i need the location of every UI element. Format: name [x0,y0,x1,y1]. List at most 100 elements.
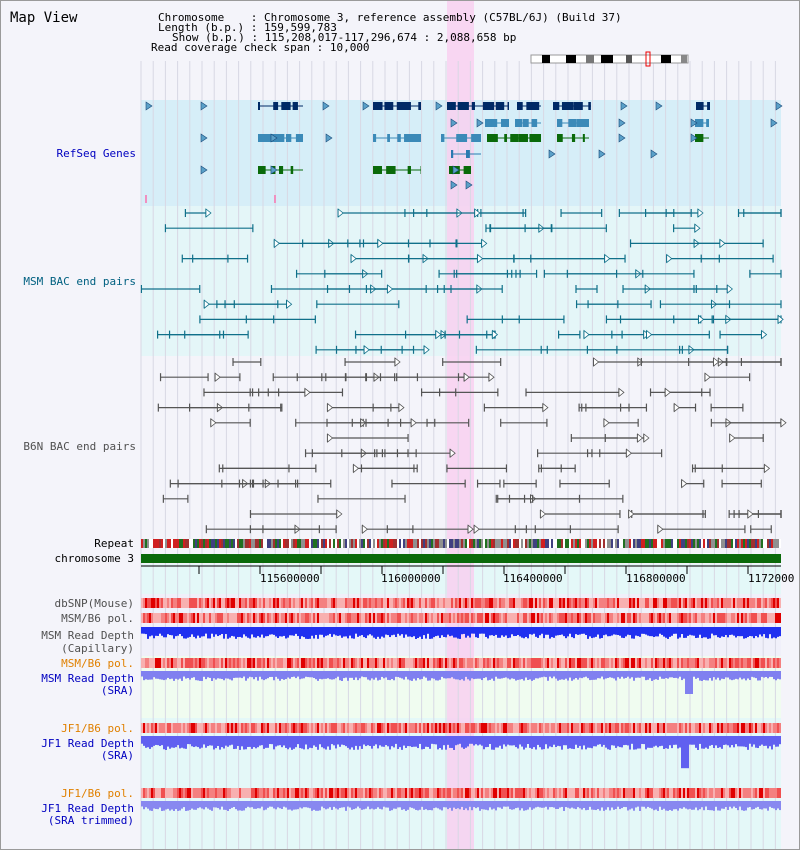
polymorphism-mark [595,658,597,668]
polymorphism-mark [611,613,613,623]
coverage-info: Read coverage check span : 10,000 [151,42,370,53]
polymorphism-mark [207,723,209,733]
polymorphism-mark [689,723,691,733]
polymorphism-mark [633,788,635,798]
read-depth-bar [283,736,285,746]
read-depth-bar [241,736,243,747]
polymorphism-mark [311,658,313,668]
polymorphism-mark [587,723,589,733]
read-depth-bar [221,627,223,634]
msm-depth-sra-label[interactable]: MSM Read Depth [41,672,134,685]
polymorphism-mark [197,598,199,608]
show-key: Show (b.p.) [172,31,245,44]
read-depth-bar [695,627,697,639]
polymorphism-mark [167,613,169,623]
polymorphism-mark [751,598,753,608]
read-depth-bar [659,801,661,807]
bac-end-arrow [704,372,711,383]
read-depth-bar [701,736,703,749]
polymorphism-mark [287,613,289,623]
read-depth-bar [479,627,481,634]
polymorphism-mark [393,613,395,623]
read-depth-bar [665,801,667,811]
polymorphism-mark [719,658,721,668]
read-depth-bar [431,627,433,639]
read-depth-bar [493,627,495,636]
polymorphism-mark [197,613,199,623]
polymorphism-mark [675,788,677,798]
polymorphism-mark [647,788,649,798]
polymorphism-mark [661,658,663,668]
polymorphism-mark [379,658,381,668]
polymorphism-mark [257,723,259,733]
polymorphism-mark [459,723,461,733]
polymorphism-mark [195,598,197,608]
polymorphism-mark [279,658,281,668]
chromosome-label[interactable]: chromosome 3 [54,552,134,565]
bac-end-arrow [618,387,625,398]
read-depth-bar [379,736,381,746]
polymorphism-mark [293,723,295,733]
polymorphism-mark [507,788,509,798]
repeat-mark [485,539,487,548]
repeat-mark [473,539,475,548]
jf1-depth-sra-label[interactable]: JF1 Read Depth [41,737,134,750]
polymorphism-mark [625,658,627,668]
polymorphism-mark [341,723,343,733]
read-depth-bar [435,736,437,745]
read-depth-bar [253,736,255,748]
length-value: : 159,599,783 [250,21,337,34]
polymorphism-mark [323,613,325,623]
msm-b6-pol-2-label[interactable]: MSM/B6 pol. [61,657,134,670]
read-depth-bar [265,736,267,748]
read-depth-bar [285,736,287,748]
read-depth-bar [353,736,355,750]
polymorphism-mark [411,788,413,798]
read-depth-bar [141,736,143,744]
b6n-bac-label[interactable]: B6N BAC end pairs [23,440,136,453]
polymorphism-mark [623,613,625,623]
polymorphism-mark [499,723,501,733]
polymorphism-mark [727,723,729,733]
msm-bac-label[interactable]: MSM BAC end pairs [23,275,136,288]
read-depth-bar [491,801,493,810]
msm-b6-pol-label[interactable]: MSM/B6 pol. [61,612,134,625]
read-depth-bar [259,801,261,809]
selection-highlight[interactable] [447,1,474,849]
repeat-mark [423,539,425,548]
dbsnp-label[interactable]: dbSNP(Mouse) [54,597,134,610]
polymorphism-mark [557,658,559,668]
polymorphism-mark [241,598,243,608]
polymorphism-mark [375,613,377,623]
read-depth-bar [563,736,565,746]
polymorphism-mark [259,613,261,623]
polymorphism-mark [551,723,553,733]
polymorphism-mark [445,658,447,668]
read-depth-bar [359,801,361,809]
refseq-genes-label[interactable]: RefSeq Genes [56,147,136,160]
polymorphism-mark [473,658,475,668]
read-depth-bar [749,671,751,681]
read-depth-bar [201,736,203,748]
polymorphism-mark [539,658,541,668]
read-depth-bar [435,801,437,808]
jf1-b6-pol-2-label[interactable]: JF1/B6 pol. [61,787,134,800]
read-depth-bar [563,627,565,637]
repeat-mark [467,539,469,548]
length-key: Length (b.p.) [158,21,245,34]
read-depth-bar [623,627,625,639]
polymorphism-mark [777,658,779,668]
polymorphism-mark [263,658,265,668]
read-depth-bar [631,671,633,678]
read-depth-bar [267,671,269,679]
read-depth-bar [151,671,153,680]
read-depth-bar [627,736,629,746]
repeat-mark [609,539,611,548]
polymorphism-mark [363,723,365,733]
jf1-depth-trim-label[interactable]: JF1 Read Depth [41,802,134,815]
msm-depth-capillary-label[interactable]: MSM Read Depth [41,629,134,642]
repeat-label[interactable]: Repeat [94,537,134,550]
polymorphism-mark [359,598,361,608]
jf1-b6-pol-label[interactable]: JF1/B6 pol. [61,722,134,735]
chromosome-info: Chromosome : Chromosome 3, reference ass… [158,12,622,23]
